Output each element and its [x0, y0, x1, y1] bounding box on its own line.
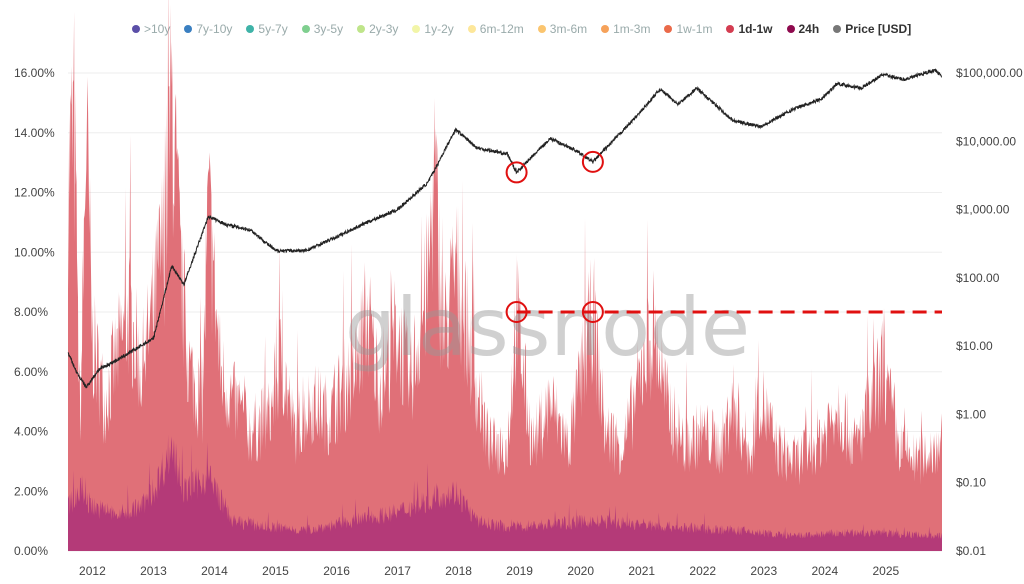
- legend-label: 1w-1m: [676, 22, 713, 36]
- legend-label: 2y-3y: [369, 22, 399, 36]
- y-right-tick-label: $100.00: [956, 271, 1000, 285]
- area-1d-1w: [68, 0, 942, 551]
- legend-label: 1m-3m: [613, 22, 651, 36]
- annotation-circle: [581, 150, 604, 173]
- legend-item[interactable]: 1y-2y: [412, 22, 454, 36]
- x-tick-label: 2014: [201, 564, 228, 578]
- legend-label: 24h: [798, 22, 820, 36]
- annotation-circle: [505, 301, 528, 323]
- legend-item[interactable]: >10y: [132, 22, 170, 36]
- x-tick-label: 2018: [445, 564, 472, 578]
- y-left-tick-label: 2.00%: [14, 484, 48, 498]
- legend-dot-icon: [184, 25, 193, 33]
- y-right-tick-label: $0.01: [956, 544, 986, 558]
- x-tick-label: 2020: [567, 564, 594, 578]
- legend-dot-icon: [537, 25, 546, 33]
- legend-item[interactable]: 2y-3y: [357, 22, 398, 36]
- legend-dot-icon: [726, 25, 735, 33]
- x-tick-label: 2021: [628, 564, 655, 578]
- y-left-tick-label: 16.00%: [14, 66, 55, 80]
- legend: >10y 7y-10y 5y-7y 3y-5y 2y-3y 1y-2y 6m-12m 3m-6…: [132, 22, 911, 36]
- area-24h: [68, 434, 942, 551]
- legend-item[interactable]: 3m-6m: [537, 22, 588, 36]
- y-left-tick-label: 12.00%: [14, 186, 55, 200]
- legend-label: 5y-7y: [258, 22, 288, 36]
- legend-dot-icon: [412, 25, 421, 33]
- y-left-tick-label: 8.00%: [14, 305, 48, 319]
- legend-item[interactable]: 24h: [786, 22, 820, 36]
- annotation-circle: [505, 161, 528, 184]
- x-tick-label: 2013: [140, 564, 167, 578]
- y-right-tick-label: $1.00: [956, 407, 986, 421]
- legend-dot-icon: [246, 25, 255, 33]
- legend-label: 6m-12m: [479, 22, 524, 36]
- y-right-tick-label: $10.00: [956, 339, 993, 353]
- y-right-tick-label: $10,000.00: [956, 134, 1016, 148]
- legend-label: 1d-1w: [738, 22, 773, 36]
- legend-dot-icon: [357, 25, 366, 33]
- watermark: glassnode: [345, 281, 750, 374]
- legend-dot-icon: [664, 25, 673, 33]
- y-right-tick-label: $0.10: [956, 476, 986, 490]
- y-left-tick-label: 6.00%: [14, 365, 48, 379]
- legend-item[interactable]: 7y-10y: [184, 22, 232, 36]
- legend-label: Price [USD]: [845, 22, 912, 36]
- legend-label: >10y: [144, 22, 171, 36]
- x-tick-label: 2015: [262, 564, 289, 578]
- x-tick-label: 2024: [811, 564, 838, 578]
- legend-label: 3y-5y: [313, 22, 344, 36]
- legend-label: 3m-6m: [549, 22, 588, 36]
- legend-dot-icon: [132, 25, 140, 33]
- x-tick-label: 2023: [750, 564, 777, 578]
- legend-item[interactable]: Price [USD]: [833, 22, 911, 36]
- y-right-tick-label: $100,000.00: [956, 66, 1023, 80]
- legend-dot-icon: [786, 25, 795, 33]
- legend-item[interactable]: 5y-7y: [246, 22, 288, 36]
- legend-dot-icon: [301, 25, 310, 33]
- y-right-tick-label: $1,000.00: [956, 203, 1010, 217]
- x-tick-label: 2025: [872, 564, 899, 578]
- legend-dot-icon: [601, 25, 610, 33]
- legend-item[interactable]: 3y-5y: [301, 22, 344, 36]
- y-left-tick-label: 4.00%: [14, 425, 48, 439]
- x-tick-label: 2016: [323, 564, 350, 578]
- legend-label: 1y-2y: [424, 22, 454, 36]
- legend-item[interactable]: 1w-1m: [664, 22, 712, 36]
- y-left-tick-label: 14.00%: [14, 126, 55, 140]
- y-left-tick-label: 0.00%: [14, 544, 48, 558]
- x-tick-label: 2012: [79, 564, 106, 578]
- legend-dot-icon: [467, 25, 476, 33]
- legend-item[interactable]: 1d-1w: [726, 22, 773, 36]
- x-tick-label: 2022: [689, 564, 716, 578]
- legend-dot-icon: [833, 25, 842, 33]
- x-tick-label: 2019: [506, 564, 533, 578]
- annotation-circle: [581, 301, 604, 323]
- legend-item[interactable]: 6m-12m: [467, 22, 524, 36]
- y-left-tick-label: 10.00%: [14, 245, 55, 259]
- price-line: [67, 68, 943, 389]
- x-tick-label: 2017: [384, 564, 411, 578]
- legend-label: 7y-10y: [196, 22, 233, 36]
- legend-item[interactable]: 1m-3m: [601, 22, 650, 36]
